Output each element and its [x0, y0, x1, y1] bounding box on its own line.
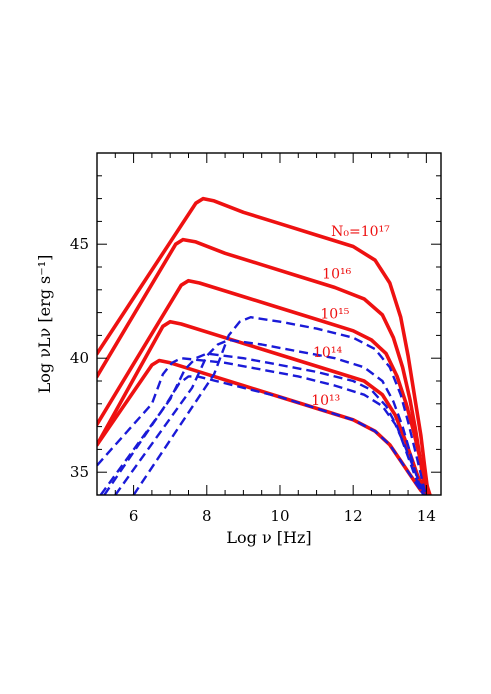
x-tick-label: 14: [417, 507, 436, 525]
series-line-10¹⁷-dashed: [132, 316, 429, 495]
series-line-10¹⁴-dashed: [97, 357, 427, 495]
series-line-10¹³-solid: [97, 358, 429, 495]
x-axis-label: Log ν [Hz]: [226, 528, 311, 547]
annotations-layer: N₀=10¹⁷ 10¹⁶ 10¹⁵ 10¹⁴ 10¹³: [311, 224, 390, 409]
series-line-10¹⁷-solid: [97, 196, 431, 495]
annotation-label: N₀=10¹⁷: [331, 224, 390, 240]
series-line-10¹⁵-dashed: [99, 352, 428, 495]
tick-labels-layer: 6 8 10 12 14 35 40 45: [70, 235, 436, 525]
annotation-label: 10¹⁵: [320, 306, 349, 322]
y-tick-label: 45: [70, 235, 89, 253]
x-tick-label: 8: [202, 507, 212, 525]
curves-layer: [97, 196, 432, 495]
y-tick-label: 40: [70, 349, 89, 367]
x-tick-label: 6: [129, 507, 139, 525]
series-line-10¹⁵-solid: [97, 278, 432, 495]
x-tick-label: 12: [344, 507, 363, 525]
annotation-label: 10¹³: [311, 393, 340, 409]
x-tick-label: 10: [270, 507, 289, 525]
y-axis-label: Log νLν [erg s⁻¹]: [35, 255, 54, 394]
y-tick-label: 35: [70, 463, 89, 481]
series-line-10¹³-dashed: [103, 375, 426, 495]
annotation-label: 10¹⁶: [322, 266, 351, 282]
annotation-label: 10¹⁴: [313, 345, 342, 361]
plot-frame: [96, 152, 442, 496]
